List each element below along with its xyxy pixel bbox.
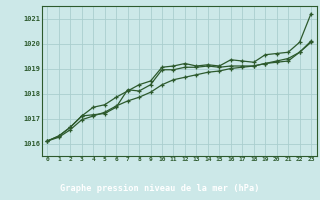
Text: Graphe pression niveau de la mer (hPa): Graphe pression niveau de la mer (hPa) — [60, 184, 260, 193]
